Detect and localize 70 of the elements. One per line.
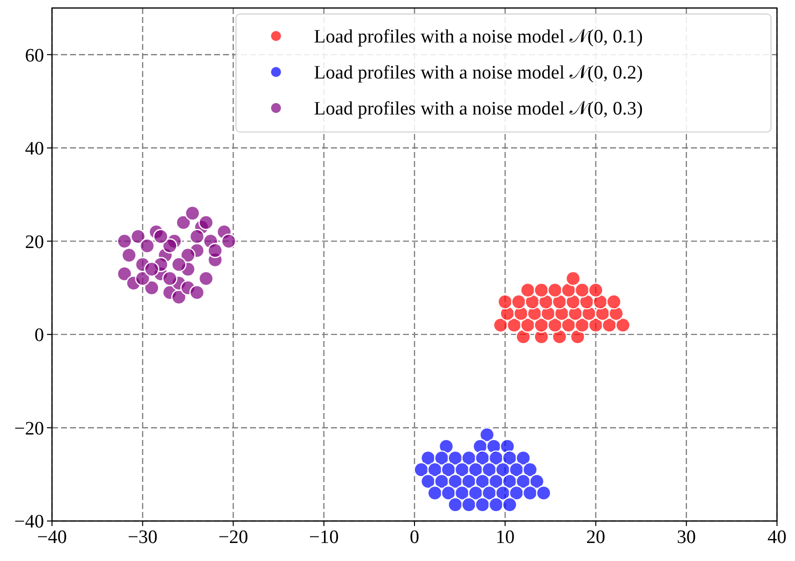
point (565, 270, 581, 286)
point (208, 242, 223, 258)
point (184, 206, 200, 221)
point (529, 474, 544, 489)
x-tick-label: 40 (768, 527, 786, 548)
legend-label: Load profiles with a noise model 𝒩(0, 0.2) (314, 62, 643, 84)
legend-label: Load profiles with a noise model 𝒩(0, 0.3) (314, 98, 643, 120)
point (606, 294, 622, 310)
point (140, 238, 155, 254)
point (461, 497, 476, 512)
point (547, 282, 563, 298)
point (414, 462, 429, 478)
point (189, 284, 205, 300)
point (420, 474, 436, 489)
point (516, 329, 531, 344)
point (615, 318, 631, 333)
point (162, 238, 178, 254)
point (144, 280, 160, 296)
point (534, 282, 549, 298)
point (474, 497, 490, 512)
point (536, 485, 552, 501)
point (153, 228, 168, 244)
point (171, 290, 186, 305)
x-tick-label: 10 (496, 527, 515, 548)
point (522, 462, 538, 478)
legend-label: Load profiles with a noise model 𝒩(0, 0.1) (314, 26, 643, 48)
point (116, 266, 132, 282)
y-tick-label: 40 (25, 138, 44, 160)
point (116, 234, 132, 249)
point (135, 270, 150, 286)
point (221, 234, 236, 249)
point (522, 485, 538, 501)
y-tick-label: −20 (14, 418, 44, 440)
point (520, 282, 536, 298)
point (171, 256, 186, 272)
point (438, 438, 454, 454)
point (488, 497, 504, 512)
point (448, 497, 463, 512)
point (427, 485, 442, 501)
point (198, 270, 214, 286)
point (189, 228, 205, 244)
x-tick-label: −30 (128, 527, 158, 548)
y-tick-label: 20 (25, 232, 44, 253)
x-tick-label: 30 (676, 527, 696, 548)
point (121, 248, 137, 263)
point (198, 214, 214, 230)
point (511, 294, 526, 310)
point (574, 282, 590, 298)
point (588, 282, 604, 298)
point (552, 329, 568, 344)
x-tick-label: −20 (218, 527, 248, 548)
point (516, 450, 531, 466)
y-tick-label: 0 (34, 325, 44, 346)
point (502, 497, 518, 512)
point (162, 270, 178, 286)
x-tick-label: 0 (410, 527, 420, 548)
point (440, 485, 456, 501)
point (130, 228, 146, 244)
point (176, 214, 192, 230)
point (498, 294, 513, 310)
y-tick-label: 60 (25, 45, 44, 66)
point (508, 485, 524, 501)
x-tick-label: 20 (586, 527, 606, 548)
point (570, 329, 586, 344)
point (144, 262, 160, 277)
y-tick-label: −40 (14, 512, 44, 533)
x-tick-label: −10 (309, 527, 339, 548)
point (180, 248, 196, 263)
point (492, 318, 508, 333)
point (479, 427, 495, 442)
